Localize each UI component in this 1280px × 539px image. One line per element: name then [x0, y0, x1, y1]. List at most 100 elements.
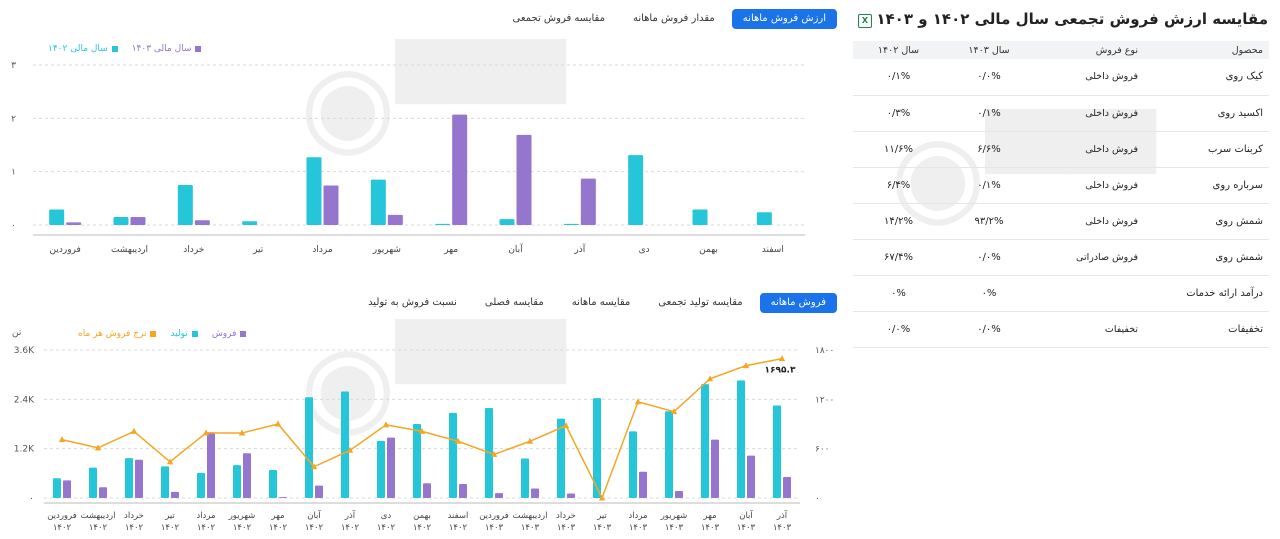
bar-sales	[675, 491, 683, 498]
product-cell: تخفیفات	[1144, 311, 1269, 348]
bar-sales	[135, 459, 143, 498]
sales-type-cell: فروش داخلی	[1034, 203, 1144, 240]
tab-cumulative-production-comparison[interactable]: مقایسه تولید تجمعی	[658, 297, 743, 308]
tab-monthly-sales[interactable]: فروش ماهانه	[759, 293, 837, 313]
bar-1403	[452, 114, 468, 225]
sales-type-cell: فروش داخلی	[1034, 59, 1144, 96]
bar-production	[737, 380, 745, 498]
column-header: سال ۱۴۰۲	[853, 41, 944, 59]
bar-sales	[459, 484, 467, 498]
x-tick-label: فروردین	[479, 511, 509, 521]
x-tick-label: دی	[381, 511, 392, 521]
legend-item[interactable]: فروش	[212, 329, 247, 339]
bar-sales	[423, 483, 431, 498]
legend-item[interactable]: تولید	[170, 329, 198, 339]
x-tick-label: اسفند	[762, 245, 784, 255]
top-chart-tabs: ارزش فروش ماهانه مقدار فروش ماهانه مقایس…	[502, 9, 837, 29]
bar-1403	[194, 220, 210, 225]
y-right-tick-label: ۱۸۰۰	[815, 346, 834, 356]
bar-production	[701, 384, 709, 498]
table-row: اکسید روی فروش داخلی ۰/۱% ۰/۳%	[853, 95, 1269, 132]
x-tick-label: ۱۴۰۳	[557, 523, 576, 533]
bar-1403	[516, 134, 532, 225]
year-1403-cell: ۰/۰%	[944, 59, 1034, 96]
tab-sales-to-production-ratio[interactable]: نسبت فروش به تولید	[368, 297, 457, 308]
x-tick-label: خرداد	[556, 511, 576, 521]
legend-label: نرخ فروش هر ماه	[78, 329, 147, 339]
bar-1403	[66, 222, 82, 225]
legend-item[interactable]: نرخ فروش هر ماه	[78, 329, 157, 339]
bar-sales	[387, 437, 395, 498]
bar-production	[629, 431, 637, 498]
bar-sales	[783, 477, 791, 498]
x-tick-label: اردیبهشت	[512, 511, 547, 521]
x-tick-label: ۱۴۰۳	[629, 523, 648, 533]
bar-1402	[692, 209, 708, 225]
sales-rate-point	[310, 463, 318, 470]
sales-rate-point	[418, 427, 426, 434]
tab-cumulative-sales-comparison[interactable]: مقایسه فروش تجمعی	[512, 13, 605, 24]
last-point-label: ۱۶۹۵.۳	[765, 366, 796, 376]
bottom-chart-legend: فروش تولید نرخ فروش هر ماه	[78, 329, 247, 339]
tab-monthly-sales-value[interactable]: ارزش فروش ماهانه	[731, 9, 837, 29]
tab-seasonal-comparison[interactable]: مقایسه فصلی	[484, 297, 544, 308]
year-1402-cell: ۱۱/۶%	[853, 131, 944, 168]
x-tick-label: آذر	[344, 509, 356, 521]
x-tick-label: بهمن	[413, 511, 431, 521]
sales-type-cell	[1034, 275, 1144, 312]
bar-production	[269, 470, 277, 498]
sales-rate-point	[778, 355, 786, 362]
y-tick-label: ۱	[11, 168, 16, 178]
sales-rate-point	[130, 427, 138, 434]
excel-icon[interactable]: X	[858, 14, 872, 28]
product-cell: شمش روی	[1144, 239, 1269, 276]
y-left-tick-label: 2.4K	[14, 395, 35, 405]
sales-rate-point	[382, 421, 390, 428]
x-tick-label: ۱۴۰۳	[593, 523, 612, 533]
legend-swatch	[195, 46, 202, 52]
year-1403-cell: ۰%	[944, 275, 1034, 312]
sales-rate-point	[346, 446, 354, 453]
bar-production	[773, 405, 781, 498]
sales-rate-point	[202, 429, 210, 436]
legend-label: فروش	[211, 329, 237, 339]
tab-monthly-sales-quantity[interactable]: مقدار فروش ماهانه	[632, 13, 715, 24]
bar-1403	[130, 217, 146, 225]
y-right-tick-label: ۱۲۰۰	[815, 395, 834, 405]
y-left-tick-label: 3.6K	[14, 346, 35, 356]
year-1403-cell: ۰/۰%	[944, 311, 1034, 348]
sales-rate-point	[454, 437, 462, 444]
bar-production	[341, 391, 349, 498]
legend-swatch	[150, 331, 157, 337]
sales-type-cell: فروش صادراتی	[1034, 239, 1144, 276]
year-1402-cell: ۶۷/۴%	[853, 239, 944, 276]
product-cell: کربنات سرب	[1144, 131, 1269, 168]
year-1402-cell: ۰/۰%	[853, 311, 944, 348]
bar-1402	[113, 217, 129, 225]
legend-item[interactable]: سال مالی ۱۴۰۲	[48, 44, 118, 54]
x-tick-label: فروردین	[50, 245, 81, 255]
bar-sales	[279, 497, 287, 498]
x-tick-label: ۱۴۰۳	[485, 523, 504, 533]
bar-sales	[207, 432, 215, 498]
x-tick-label: خرداد	[183, 245, 204, 255]
table-header-row: محصول نوع فروش سال ۱۴۰۳ سال ۱۴۰۲	[853, 41, 1269, 59]
bar-production	[125, 458, 133, 498]
bar-1402	[435, 223, 451, 225]
y-tick-label: ۳	[11, 61, 16, 71]
legend-item[interactable]: سال مالی ۱۴۰۳	[132, 44, 202, 54]
x-tick-label: تیر	[164, 511, 175, 521]
sales-type-cell: فروش داخلی	[1034, 95, 1144, 132]
bar-production	[557, 418, 565, 498]
tab-monthly-comparison[interactable]: مقایسه ماهانه	[571, 297, 631, 308]
sales-comparison-table: محصول نوع فروش سال ۱۴۰۳ سال ۱۴۰۲ کیک روی…	[853, 41, 1269, 348]
year-1402-cell: ۰%	[853, 275, 944, 312]
x-tick-label: شهریور	[228, 511, 256, 521]
bar-1402	[306, 157, 322, 225]
x-tick-label: اردیبهشت	[111, 245, 148, 255]
table-row: درآمد ارائه خدمات ۰% ۰%	[853, 275, 1269, 312]
x-tick-label: مهر	[702, 511, 716, 521]
sales-rate-point	[562, 422, 570, 429]
x-tick-label: ۱۴۰۳	[665, 523, 684, 533]
sales-rate-point	[706, 375, 714, 382]
